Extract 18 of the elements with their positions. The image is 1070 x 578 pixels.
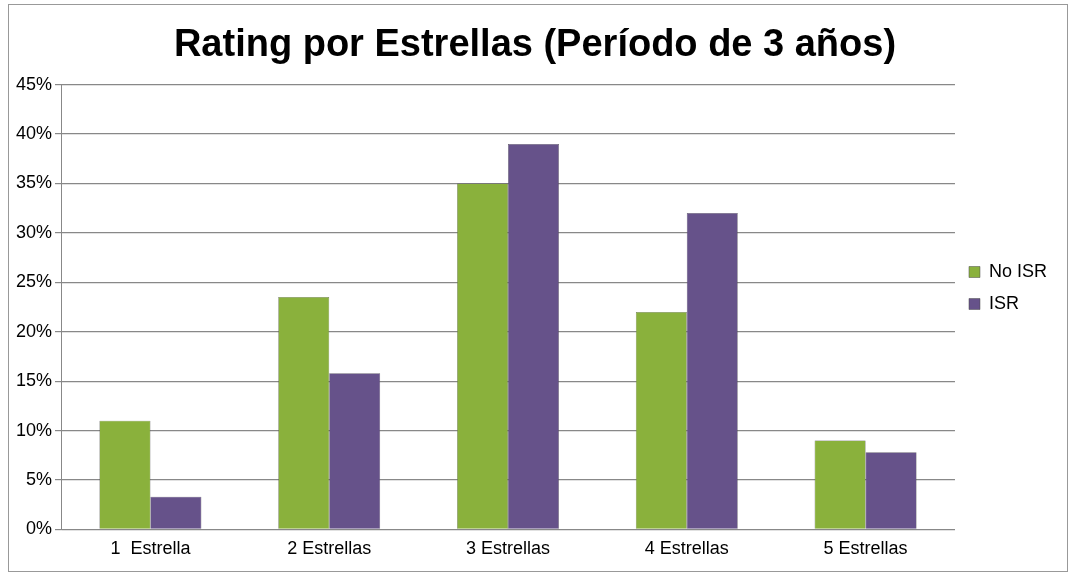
x-tick-label: 5 Estrellas <box>823 538 908 559</box>
chart-title: Rating por Estrellas (Período de 3 años) <box>173 22 897 65</box>
y-tick-label: 5% <box>26 468 53 489</box>
legend-label: ISR <box>988 292 1019 313</box>
y-tick-label: 35% <box>16 172 53 193</box>
y-tick-label: 10% <box>16 419 53 440</box>
x-tick-label: 3 Estrellas <box>465 538 551 559</box>
x-tick-label: 4 Estrellas <box>644 538 729 559</box>
y-tick-label: 15% <box>16 370 53 391</box>
x-tick-label: 1 Estrella <box>110 538 192 559</box>
y-tick-label: 20% <box>16 320 53 341</box>
y-tick-label: 0% <box>26 518 53 539</box>
x-tick-label: 2 Estrellas <box>287 538 372 559</box>
legend-label: No ISR <box>988 260 1048 281</box>
y-tick-label: 45% <box>16 73 53 94</box>
y-tick-label: 25% <box>16 271 53 292</box>
y-tick-label: 40% <box>16 122 53 143</box>
y-tick-label: 30% <box>16 221 53 242</box>
